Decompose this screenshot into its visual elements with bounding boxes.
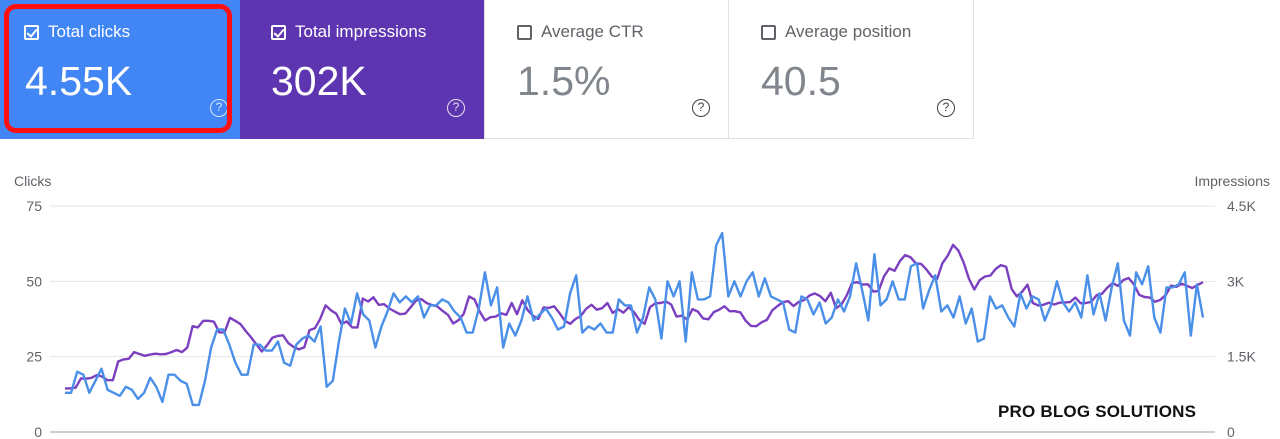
average-position-label[interactable]: Average position	[761, 22, 911, 42]
checkbox-unchecked-icon[interactable]	[761, 24, 776, 40]
right-tick-label: 3K	[1227, 273, 1245, 289]
right-axis-title: Impressions	[1194, 173, 1270, 189]
total-impressions-card[interactable]: Total impressions 302K ?	[240, 0, 484, 139]
left-tick-label: 25	[26, 349, 42, 365]
right-tick-label: 1.5K	[1227, 349, 1256, 365]
average-position-value: 40.5	[761, 58, 841, 104]
total-clicks-card[interactable]: Total clicks 4.55K ?	[0, 0, 245, 139]
average-ctr-label-text: Average CTR	[541, 22, 644, 41]
help-icon[interactable]: ?	[447, 99, 465, 117]
right-tick-label: 4.5K	[1227, 198, 1256, 214]
checkbox-unchecked-icon[interactable]	[517, 24, 532, 40]
left-tick-label: 75	[26, 198, 42, 214]
checkbox-checked-icon[interactable]	[24, 24, 39, 40]
red-highlight-box	[4, 4, 232, 133]
left-tick-label: 0	[34, 424, 42, 439]
help-icon[interactable]: ?	[692, 99, 710, 117]
average-ctr-label[interactable]: Average CTR	[517, 22, 644, 42]
left-tick-label: 50	[26, 273, 42, 289]
total-clicks-value: 4.55K	[25, 58, 133, 104]
checkbox-checked-icon[interactable]	[271, 24, 286, 40]
clicks-line	[65, 231, 1205, 407]
right-tick-label: 0	[1227, 424, 1235, 439]
impressions-line	[64, 243, 1204, 390]
total-impressions-label-text: Total impressions	[295, 22, 427, 41]
total-clicks-label[interactable]: Total clicks	[24, 22, 130, 42]
average-position-label-text: Average position	[785, 22, 912, 41]
left-axis-title: Clicks	[14, 173, 52, 189]
watermark-text: PRO BLOG SOLUTIONS	[998, 402, 1197, 421]
help-icon[interactable]: ?	[937, 99, 955, 117]
total-clicks-label-text: Total clicks	[48, 22, 131, 41]
average-position-card[interactable]: Average position 40.5 ?	[729, 0, 974, 139]
metric-cards: Total clicks 4.55K ? Total impressions 3…	[0, 0, 975, 139]
total-impressions-value: 302K	[271, 58, 367, 104]
total-impressions-label[interactable]: Total impressions	[271, 22, 426, 42]
average-ctr-card[interactable]: Average CTR 1.5% ?	[484, 0, 729, 139]
average-ctr-value: 1.5%	[517, 58, 611, 104]
